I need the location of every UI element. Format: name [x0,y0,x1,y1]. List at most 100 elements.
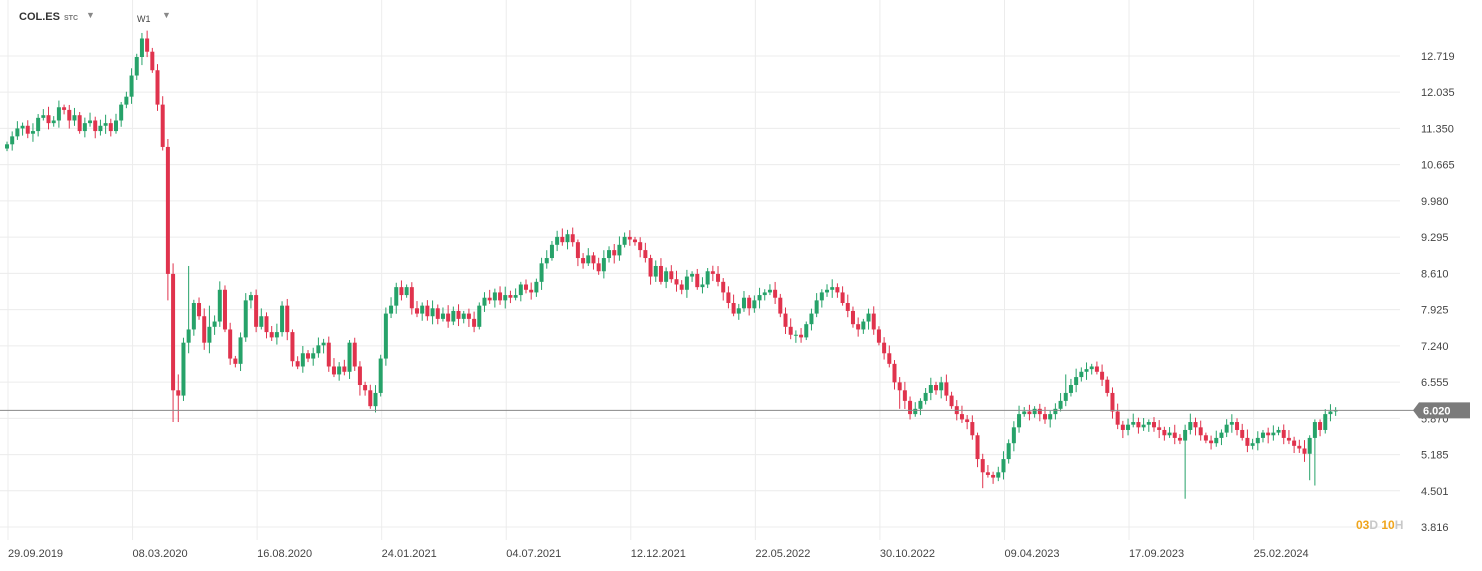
candle [1167,427,1172,438]
candle-body [1203,435,1208,441]
candle [778,293,783,318]
candle-body [1219,432,1224,438]
candle-body [643,250,648,259]
candle [326,336,331,372]
candle [513,288,518,301]
candle [357,361,362,396]
candle [461,310,466,324]
candle [1312,419,1317,486]
candle-body [191,303,196,330]
candle-body [913,408,918,415]
candle-body [534,281,539,293]
candle-body [581,258,586,264]
candle [607,246,612,263]
candle [72,107,77,126]
candle [295,356,300,370]
candle [544,250,549,269]
candle-body [51,120,56,124]
candle [1027,404,1032,421]
y-tick-label: 5.185 [1421,450,1449,462]
candle-body [1105,379,1110,393]
interval-selector[interactable]: W1 [137,14,151,24]
candle-body [477,305,482,327]
symbol-dropdown-chevron-icon[interactable]: ▼ [86,10,95,20]
candle [690,271,695,282]
candle-body [202,316,207,343]
candle-body [36,117,41,132]
candle-body [290,332,295,362]
candle-body [866,313,871,322]
candle [1307,435,1312,481]
candle-body [389,305,394,314]
x-tick-label: 24.01.2021 [382,548,437,560]
candle [1333,407,1338,416]
candle [555,230,560,252]
candle-body [1017,414,1022,428]
candle-body [934,385,939,391]
candle [980,453,985,489]
candle [321,338,326,354]
candle [176,374,181,423]
y-tick-label: 8.610 [1421,268,1449,280]
candle [596,257,601,275]
candle-body [809,313,814,325]
candle [581,253,586,269]
candle-body [430,308,435,317]
candle [56,100,61,128]
candle-body [10,136,15,145]
candle-body [575,242,580,259]
interval-dropdown-chevron-icon[interactable]: ▼ [162,10,171,20]
candle [1151,417,1156,432]
candle-body [560,236,565,243]
candle-body [482,297,487,306]
candle [399,280,404,301]
candle-body [1079,371,1084,378]
candle-body [1001,459,1006,473]
candle [518,281,523,302]
candle-body [1157,427,1162,430]
candle-body [897,382,902,391]
candle-body [295,361,300,367]
candle-body [347,342,352,372]
candle [25,120,30,139]
candle [508,290,513,304]
candle [1115,403,1120,430]
candle-body [41,115,46,118]
candle [1266,427,1271,444]
candle [840,286,845,306]
candle [139,32,144,66]
candle-body [492,292,497,301]
candle [928,377,933,401]
candle [363,381,368,396]
candle-body [331,366,336,375]
candle [425,300,430,321]
symbol-label[interactable]: COL.ES [19,11,60,23]
candle-body [1281,429,1286,438]
candle-body [1063,392,1068,401]
candle [539,257,544,290]
candle [300,346,305,373]
candle [171,263,176,423]
candle-body [82,123,87,132]
countdown-hours-unit: H [1394,518,1404,532]
candle-body [716,273,721,282]
candle-body [498,292,503,301]
candle [285,298,290,341]
candle [985,465,990,478]
candle [622,232,627,248]
candle [1328,404,1333,422]
candle-body [664,271,669,282]
candle-body [316,345,321,354]
candle [939,376,944,399]
candle-body [197,303,202,317]
candle [534,278,539,297]
candle-body [980,459,985,473]
candle-body [565,234,570,243]
candle-body [1209,440,1214,444]
candle [498,286,503,305]
candle [705,268,710,289]
candle [850,306,855,328]
candle-body [524,284,528,290]
candle [648,254,653,285]
